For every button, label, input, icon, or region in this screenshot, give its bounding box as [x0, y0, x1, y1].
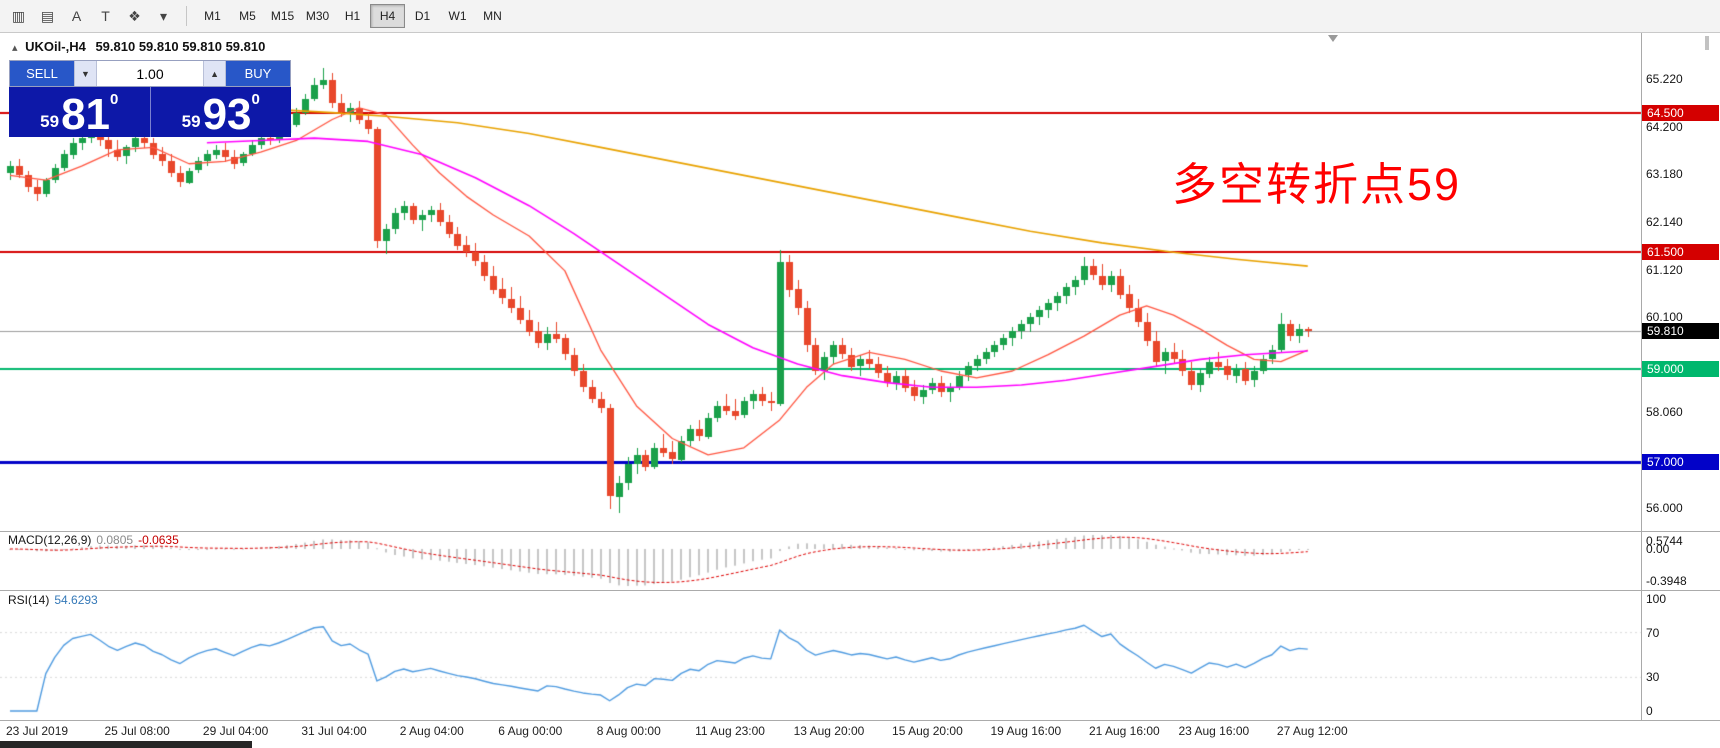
- time-label: 23 Jul 2019: [6, 724, 69, 738]
- taskbar-sliver: [0, 741, 252, 748]
- rsi-axis-label: 100: [1646, 592, 1667, 606]
- time-label: 6 Aug 00:00: [498, 724, 563, 738]
- chart-grid-icon[interactable]: ▤: [34, 4, 61, 28]
- sell-button[interactable]: SELL: [10, 61, 74, 86]
- ohlc-values: 59.810 59.810 59.810 59.810: [95, 39, 266, 54]
- timeframe-m1[interactable]: M1: [195, 4, 230, 28]
- price-line-badge: 61.500: [1642, 244, 1719, 261]
- volume-input[interactable]: [96, 61, 204, 86]
- current-price-badge: 59.810: [1642, 322, 1719, 339]
- time-label: 23 Aug 16:00: [1178, 724, 1250, 738]
- time-label: 27 Aug 12:00: [1276, 724, 1348, 738]
- price-axis-border: [1641, 33, 1642, 720]
- text-annotation-icon[interactable]: A: [63, 4, 90, 28]
- chart-shift-marker-icon[interactable]: [1328, 35, 1338, 42]
- time-label: 8 Aug 00:00: [596, 724, 661, 738]
- buy-price-superscript: 0: [251, 91, 260, 108]
- macd-main-value: 0.0805: [96, 533, 134, 547]
- rsi-label: RSI(14) 54.6293: [8, 593, 103, 607]
- macd-label: MACD(12,26,9) 0.0805 -0.0635: [8, 533, 184, 547]
- chart-candles-icon[interactable]: ▥: [5, 4, 32, 28]
- buy-price-prefix: 59: [181, 112, 201, 131]
- time-label: 19 Aug 16:00: [990, 724, 1062, 738]
- timeframe-d1[interactable]: D1: [405, 4, 440, 28]
- price-tick-label: 61.120: [1646, 262, 1683, 277]
- buy-button[interactable]: BUY: [226, 61, 290, 86]
- rsi-axis-label: 0: [1646, 704, 1653, 718]
- caret-up-icon: ▲: [210, 68, 219, 79]
- price-line-badge: 64.500: [1642, 104, 1719, 121]
- time-label: 11 Aug 23:00: [695, 724, 765, 738]
- quote-panel: 59 81 0 59 93 0: [9, 87, 291, 137]
- caret-down-icon: ▼: [81, 68, 90, 79]
- time-label: 31 Jul 04:00: [301, 724, 367, 738]
- timeframe-group: M1 M5 M15 M30 H1 H4 D1 W1 MN: [195, 4, 510, 28]
- price-tick-label: 58.060: [1646, 405, 1683, 420]
- one-click-trading-panel: SELL ▼ ▲ BUY 59 81 0 59 93 0: [9, 60, 291, 137]
- indicators-icon[interactable]: ❖: [121, 4, 148, 28]
- time-axis-separator: [0, 720, 1720, 721]
- trade-controls-row: SELL ▼ ▲ BUY: [9, 60, 291, 87]
- chart-annotation: 多空转折点59: [1172, 159, 1462, 210]
- toolbar: ▥ ▤ A T ❖ ▾ M1 M5 M15 M30 H1 H4 D1 W1 MN: [0, 0, 1720, 33]
- price-tick-label: 64.200: [1646, 119, 1683, 134]
- text-box-icon[interactable]: T: [92, 4, 119, 28]
- price-line-badge: 59.000: [1642, 360, 1719, 377]
- chart-ohlc-header: ▴ UKOil-,H4 59.810 59.810 59.810 59.810: [12, 39, 265, 54]
- price-tick-label: 65.220: [1646, 72, 1683, 86]
- macd-axis-max: 0.5744: [1646, 534, 1683, 548]
- rsi-axis-label: 30: [1646, 670, 1660, 685]
- macd-axis-min: -0.3948: [1646, 574, 1687, 588]
- toolbar-separator: [186, 6, 187, 26]
- timeframe-h4[interactable]: H4: [370, 4, 405, 28]
- sell-price-superscript: 0: [110, 91, 119, 108]
- timeframe-mn[interactable]: MN: [475, 4, 510, 28]
- macd-axis-zero: 0.00: [1646, 541, 1670, 556]
- sell-price-prefix: 59: [40, 112, 60, 131]
- timeframe-m15[interactable]: M15: [265, 4, 300, 28]
- time-label: 13 Aug 20:00: [793, 724, 865, 738]
- volume-increase-button[interactable]: ▲: [203, 61, 226, 86]
- macd-title: MACD(12,26,9): [8, 533, 92, 547]
- collapse-icon[interactable]: ▴: [12, 42, 18, 54]
- rsi-value: 54.6293: [54, 593, 98, 607]
- buy-price-big-digits: 93: [202, 90, 252, 140]
- timeframe-m5[interactable]: M5: [230, 4, 265, 28]
- tool-icon-group: ▥ ▤ A T ❖ ▾: [4, 4, 178, 28]
- sell-price-quote[interactable]: 59 81 0: [9, 87, 150, 137]
- main-macd-separator[interactable]: [0, 531, 1720, 532]
- time-label: 25 Jul 08:00: [104, 724, 170, 738]
- time-label: 2 Aug 04:00: [399, 724, 464, 738]
- macd-rsi-separator[interactable]: [0, 590, 1720, 591]
- rsi-axis-label: 70: [1646, 625, 1660, 640]
- buy-price-quote[interactable]: 59 93 0: [149, 87, 292, 140]
- time-label: 15 Aug 20:00: [892, 724, 963, 738]
- sell-price-big-digits: 81: [61, 90, 111, 140]
- timeframe-h1[interactable]: H1: [335, 4, 370, 28]
- price-tick-label: 63.180: [1646, 167, 1683, 181]
- time-label: 29 Jul 04:00: [202, 724, 269, 738]
- macd-signal-value: -0.0635: [138, 533, 179, 547]
- price-tick-label: 60.100: [1646, 310, 1683, 325]
- rsi-title: RSI(14): [8, 593, 50, 607]
- dropdown-caret-icon[interactable]: ▾: [150, 4, 177, 28]
- scrollbar-thumb[interactable]: [1705, 36, 1709, 50]
- time-label: 21 Aug 16:00: [1088, 724, 1160, 738]
- timeframe-m30[interactable]: M30: [300, 4, 335, 28]
- price-tick-label: 56.000: [1646, 501, 1683, 516]
- symbol-period-label: UKOil-,H4: [25, 39, 86, 54]
- timeframe-w1[interactable]: W1: [440, 4, 475, 28]
- price-line-badge: 57.000: [1642, 453, 1719, 470]
- price-tick-label: 62.140: [1646, 215, 1683, 230]
- volume-decrease-button[interactable]: ▼: [74, 61, 97, 86]
